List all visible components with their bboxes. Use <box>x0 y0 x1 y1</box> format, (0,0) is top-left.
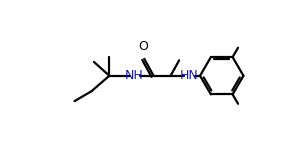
Text: O: O <box>138 40 148 53</box>
Text: NH: NH <box>125 69 144 82</box>
Text: HN: HN <box>180 69 198 82</box>
